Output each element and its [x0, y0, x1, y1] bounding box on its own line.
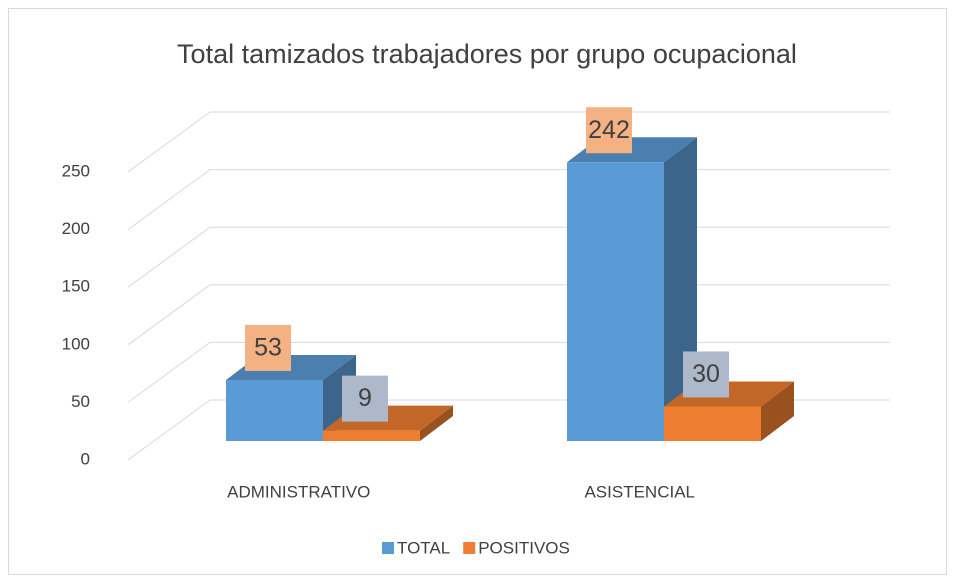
data-label: 30: [692, 360, 720, 388]
bar-front: [567, 162, 664, 441]
chart-border: [8, 8, 947, 575]
bar: [226, 354, 356, 441]
legend-label: POSITIVOS: [478, 538, 570, 557]
legend-swatch: [382, 542, 394, 554]
bar-front: [664, 406, 761, 441]
y-tick-label: 0: [81, 449, 90, 468]
data-label-box: [683, 351, 729, 398]
y-tick-label: 250: [62, 161, 90, 180]
x-tick-label: ADMINISTRATIVO: [227, 482, 370, 501]
y-tick-label: 50: [71, 392, 90, 411]
bar-side: [761, 381, 794, 441]
bar: [567, 137, 697, 441]
chart-title: Total tamizados trabajadores por grupo o…: [177, 39, 797, 69]
data-label-box: [586, 107, 632, 154]
data-label: 53: [254, 334, 282, 362]
data-label: 242: [588, 116, 630, 144]
data-label-box: [342, 375, 388, 422]
legend-label: TOTAL: [397, 538, 450, 557]
bar-front: [323, 430, 420, 441]
data-label: 9: [358, 384, 372, 412]
bar-side: [420, 405, 453, 441]
grid-line: [127, 111, 890, 173]
y-tick-label: 150: [62, 277, 90, 296]
y-tick-label: 200: [62, 219, 90, 238]
legend-swatch: [463, 542, 476, 554]
x-tick-label: ASISTENCIAL: [584, 482, 695, 501]
bar-front: [226, 379, 323, 441]
y-tick-label: 100: [62, 334, 90, 353]
data-label-box: [245, 324, 291, 371]
